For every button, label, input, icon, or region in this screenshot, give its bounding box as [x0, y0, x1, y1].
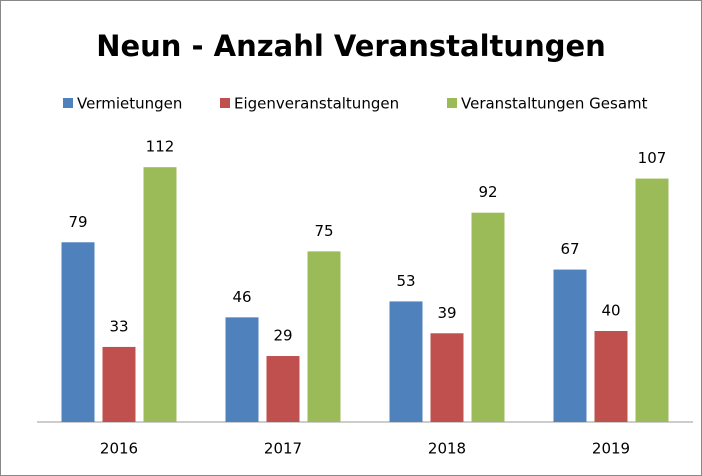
- x-tick-label: 2019: [592, 440, 630, 458]
- bar: [102, 346, 136, 422]
- value-label: 46: [232, 288, 251, 306]
- legend-swatch: [63, 98, 73, 108]
- bar: [307, 251, 341, 422]
- value-label: 40: [601, 302, 620, 320]
- legend-label: Eigenveranstaltungen: [234, 95, 399, 113]
- bar: [471, 212, 505, 422]
- legend-label: Veranstaltungen Gesamt: [461, 95, 648, 113]
- bar: [143, 167, 177, 422]
- value-label: 107: [638, 149, 667, 167]
- value-label: 33: [109, 317, 128, 335]
- bar: [430, 333, 464, 422]
- value-label: 39: [437, 304, 456, 322]
- legend-swatch: [447, 98, 457, 108]
- bar: [553, 269, 587, 422]
- bar: [635, 178, 669, 422]
- bar: [594, 331, 628, 422]
- value-label: 79: [68, 213, 87, 231]
- value-label: 29: [273, 327, 292, 345]
- value-label: 75: [314, 222, 333, 240]
- bar: [266, 356, 300, 422]
- x-tick-label: 2016: [100, 440, 138, 458]
- value-label: 53: [396, 272, 415, 290]
- legend-swatch: [220, 98, 230, 108]
- chart-title: Neun - Anzahl Veranstaltungen: [96, 29, 606, 63]
- bar: [389, 301, 423, 422]
- bar: [225, 317, 259, 422]
- bar: [61, 242, 95, 422]
- x-tick-label: 2018: [428, 440, 466, 458]
- value-label: 112: [146, 138, 175, 156]
- legend-label: Vermietungen: [77, 95, 182, 113]
- value-label: 92: [478, 183, 497, 201]
- value-label: 67: [560, 240, 579, 258]
- x-tick-label: 2017: [264, 440, 302, 458]
